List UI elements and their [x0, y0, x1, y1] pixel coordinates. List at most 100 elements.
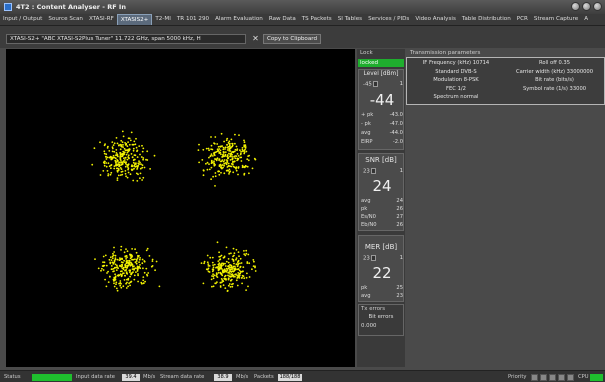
tab-tr-101-290[interactable]: TR 101 290	[176, 16, 210, 22]
window-controls	[571, 2, 602, 11]
mer-title: MER [dB]	[364, 243, 398, 251]
app-icon	[4, 3, 12, 11]
param-left: IF Frequency (kHz) 10714	[422, 60, 490, 66]
row-value: 27	[396, 214, 403, 220]
transmission-parameters-box: IF Frequency (kHz) 10714 Roll off 0.35 Sta…	[406, 57, 605, 105]
constellation-cluster-2	[197, 132, 257, 187]
copy-to-clipboard-button[interactable]: Copy to Clipboard	[263, 34, 321, 44]
row-value: -44.0	[389, 130, 403, 136]
crossed-tools-icon[interactable]: ✕	[252, 34, 259, 43]
title-bar: 4T2 : Content Analyser - RF In	[0, 0, 605, 14]
measurement-panel: Lock locked Level [dBm] -45 1 -44 + pk -4…	[357, 49, 405, 367]
status-bar: Status Input data rate 39.4 Mb/s Stream …	[0, 370, 605, 382]
packets-value: 188/188	[278, 374, 302, 381]
param-left: Spectrum normal	[433, 94, 479, 100]
transmission-row: Spectrum normal	[407, 94, 604, 100]
row-value: 26	[396, 222, 403, 228]
mer-spin-value: 23	[363, 255, 370, 262]
row-value: -43.0	[389, 112, 403, 118]
stream-rate-label: Stream data rate	[160, 374, 205, 380]
window-title: 4T2 : Content Analyser - RF In	[16, 3, 126, 11]
transmission-header: Transmission parameters	[410, 50, 481, 56]
lock-header: Lock	[360, 50, 373, 56]
constellation-cluster-1	[91, 130, 156, 182]
level-row-pk: + pk -43.0	[361, 112, 403, 118]
tab-si-tables[interactable]: SI Tables	[337, 16, 363, 22]
snr-spinner[interactable]: 23 1	[363, 168, 403, 175]
param-left: Modulation 8-PSK	[433, 77, 479, 83]
tx-errors-header: Tx errors	[361, 306, 386, 312]
row-label: pk	[361, 285, 368, 291]
snr-spin-step: 1	[399, 168, 403, 174]
priority-4-button[interactable]	[558, 374, 565, 381]
tab-xtasis2[interactable]: XTASIS2+	[116, 14, 153, 25]
tab-ts-packets[interactable]: TS Packets	[301, 16, 332, 22]
level-row-avg: avg -44.0	[361, 130, 403, 136]
spin-arrows-icon[interactable]	[372, 81, 378, 87]
priority-5-button[interactable]	[567, 374, 574, 381]
bit-errors-label: Bit errors	[368, 314, 394, 320]
maximize-icon[interactable]	[582, 2, 591, 11]
spin-arrows-icon[interactable]	[370, 255, 376, 261]
tab-services-pids[interactable]: Services / PIDs	[368, 16, 410, 22]
row-label: Es/N0	[361, 214, 376, 220]
tab-video-analysis[interactable]: Video Analysis	[415, 16, 456, 22]
constellation-cluster-4	[200, 241, 257, 292]
row-value: 24	[396, 198, 403, 204]
tab-source-scan[interactable]: Source Scan	[48, 16, 83, 22]
param-right	[505, 94, 604, 100]
level-row-pk: - pk -47.0	[361, 121, 403, 127]
snr-big-value: 24	[372, 177, 392, 195]
priority-3-button[interactable]	[549, 374, 556, 381]
tab-t2-mi[interactable]: T2-MI	[155, 16, 171, 22]
snr-row-pk: pk 26	[361, 206, 403, 212]
level-big-value: -44	[369, 91, 395, 109]
row-label: EIRP	[361, 139, 373, 145]
toolbar: XTASI-S2+ "ABC XTASI-S2Plus Tuner" 11.72…	[0, 26, 605, 48]
snr-row-avg: avg 24	[361, 198, 403, 204]
status-label: Status	[4, 374, 21, 380]
param-left: FEC 1/2	[446, 85, 466, 92]
packets-label: Packets	[254, 374, 274, 380]
bit-errors-value: 0.000	[361, 323, 377, 329]
level-spinner[interactable]: -45 1	[363, 81, 403, 88]
transmission-row: FEC 1/2 Symbol rate (1/s) 33000	[407, 86, 604, 92]
row-label: + pk	[361, 112, 374, 118]
param-right: Bit rate (bits/s)	[535, 77, 574, 83]
row-label: avg	[361, 198, 371, 204]
input-rate-unit: Mb/s	[143, 374, 156, 380]
snr-spin-value: 23	[363, 168, 370, 175]
row-label: pk	[361, 206, 368, 212]
tab-pcr[interactable]: PCR	[516, 16, 528, 22]
input-rate-value: 39.4	[122, 374, 140, 381]
row-label: avg	[361, 130, 371, 136]
source-select[interactable]: XTASI-S2+ "ABC XTASI-S2Plus Tuner" 11.72…	[6, 34, 246, 44]
mer-spinner[interactable]: 23 1	[363, 255, 403, 262]
cpu-label: CPU	[578, 374, 589, 380]
mer-row-avg: avg 23	[361, 293, 403, 299]
snr-row-es-n0: Es/N0 27	[361, 214, 403, 220]
minimize-icon[interactable]	[571, 2, 580, 11]
tab-table-distribution[interactable]: Table Distribution	[461, 16, 511, 22]
priority-2-button[interactable]	[540, 374, 547, 381]
tab-input-output[interactable]: Input / Output	[3, 16, 43, 22]
tab-raw-data[interactable]: Raw Data	[268, 16, 296, 22]
row-value: 25	[396, 285, 403, 291]
priority-label: Priority	[508, 374, 527, 380]
tab-stream-capture[interactable]: Stream Capture	[533, 16, 579, 22]
tab-alarm-evaluation[interactable]: Alarm Evaluation	[215, 16, 263, 22]
mer-big-value: 22	[372, 264, 392, 282]
row-value: 23	[396, 293, 403, 299]
tx-errors-box: Tx errors Bit errors 0.000	[358, 304, 404, 336]
constellation-diagram	[6, 49, 355, 367]
row-value: -47.0	[389, 121, 403, 127]
transmission-parameters-panel: Transmission parameters IF Frequency (kH…	[406, 49, 605, 367]
close-icon[interactable]	[593, 2, 602, 11]
transmission-row: IF Frequency (kHz) 10714 Roll off 0.35	[407, 60, 604, 66]
tab-xtasi-rf[interactable]: XTASI-RF	[88, 16, 114, 22]
tab-a[interactable]: A	[584, 16, 589, 22]
spin-arrows-icon[interactable]	[370, 168, 376, 174]
level-spin-step: 1	[399, 81, 403, 87]
priority-1-button[interactable]	[531, 374, 538, 381]
mer-row-pk: pk 25	[361, 285, 403, 291]
